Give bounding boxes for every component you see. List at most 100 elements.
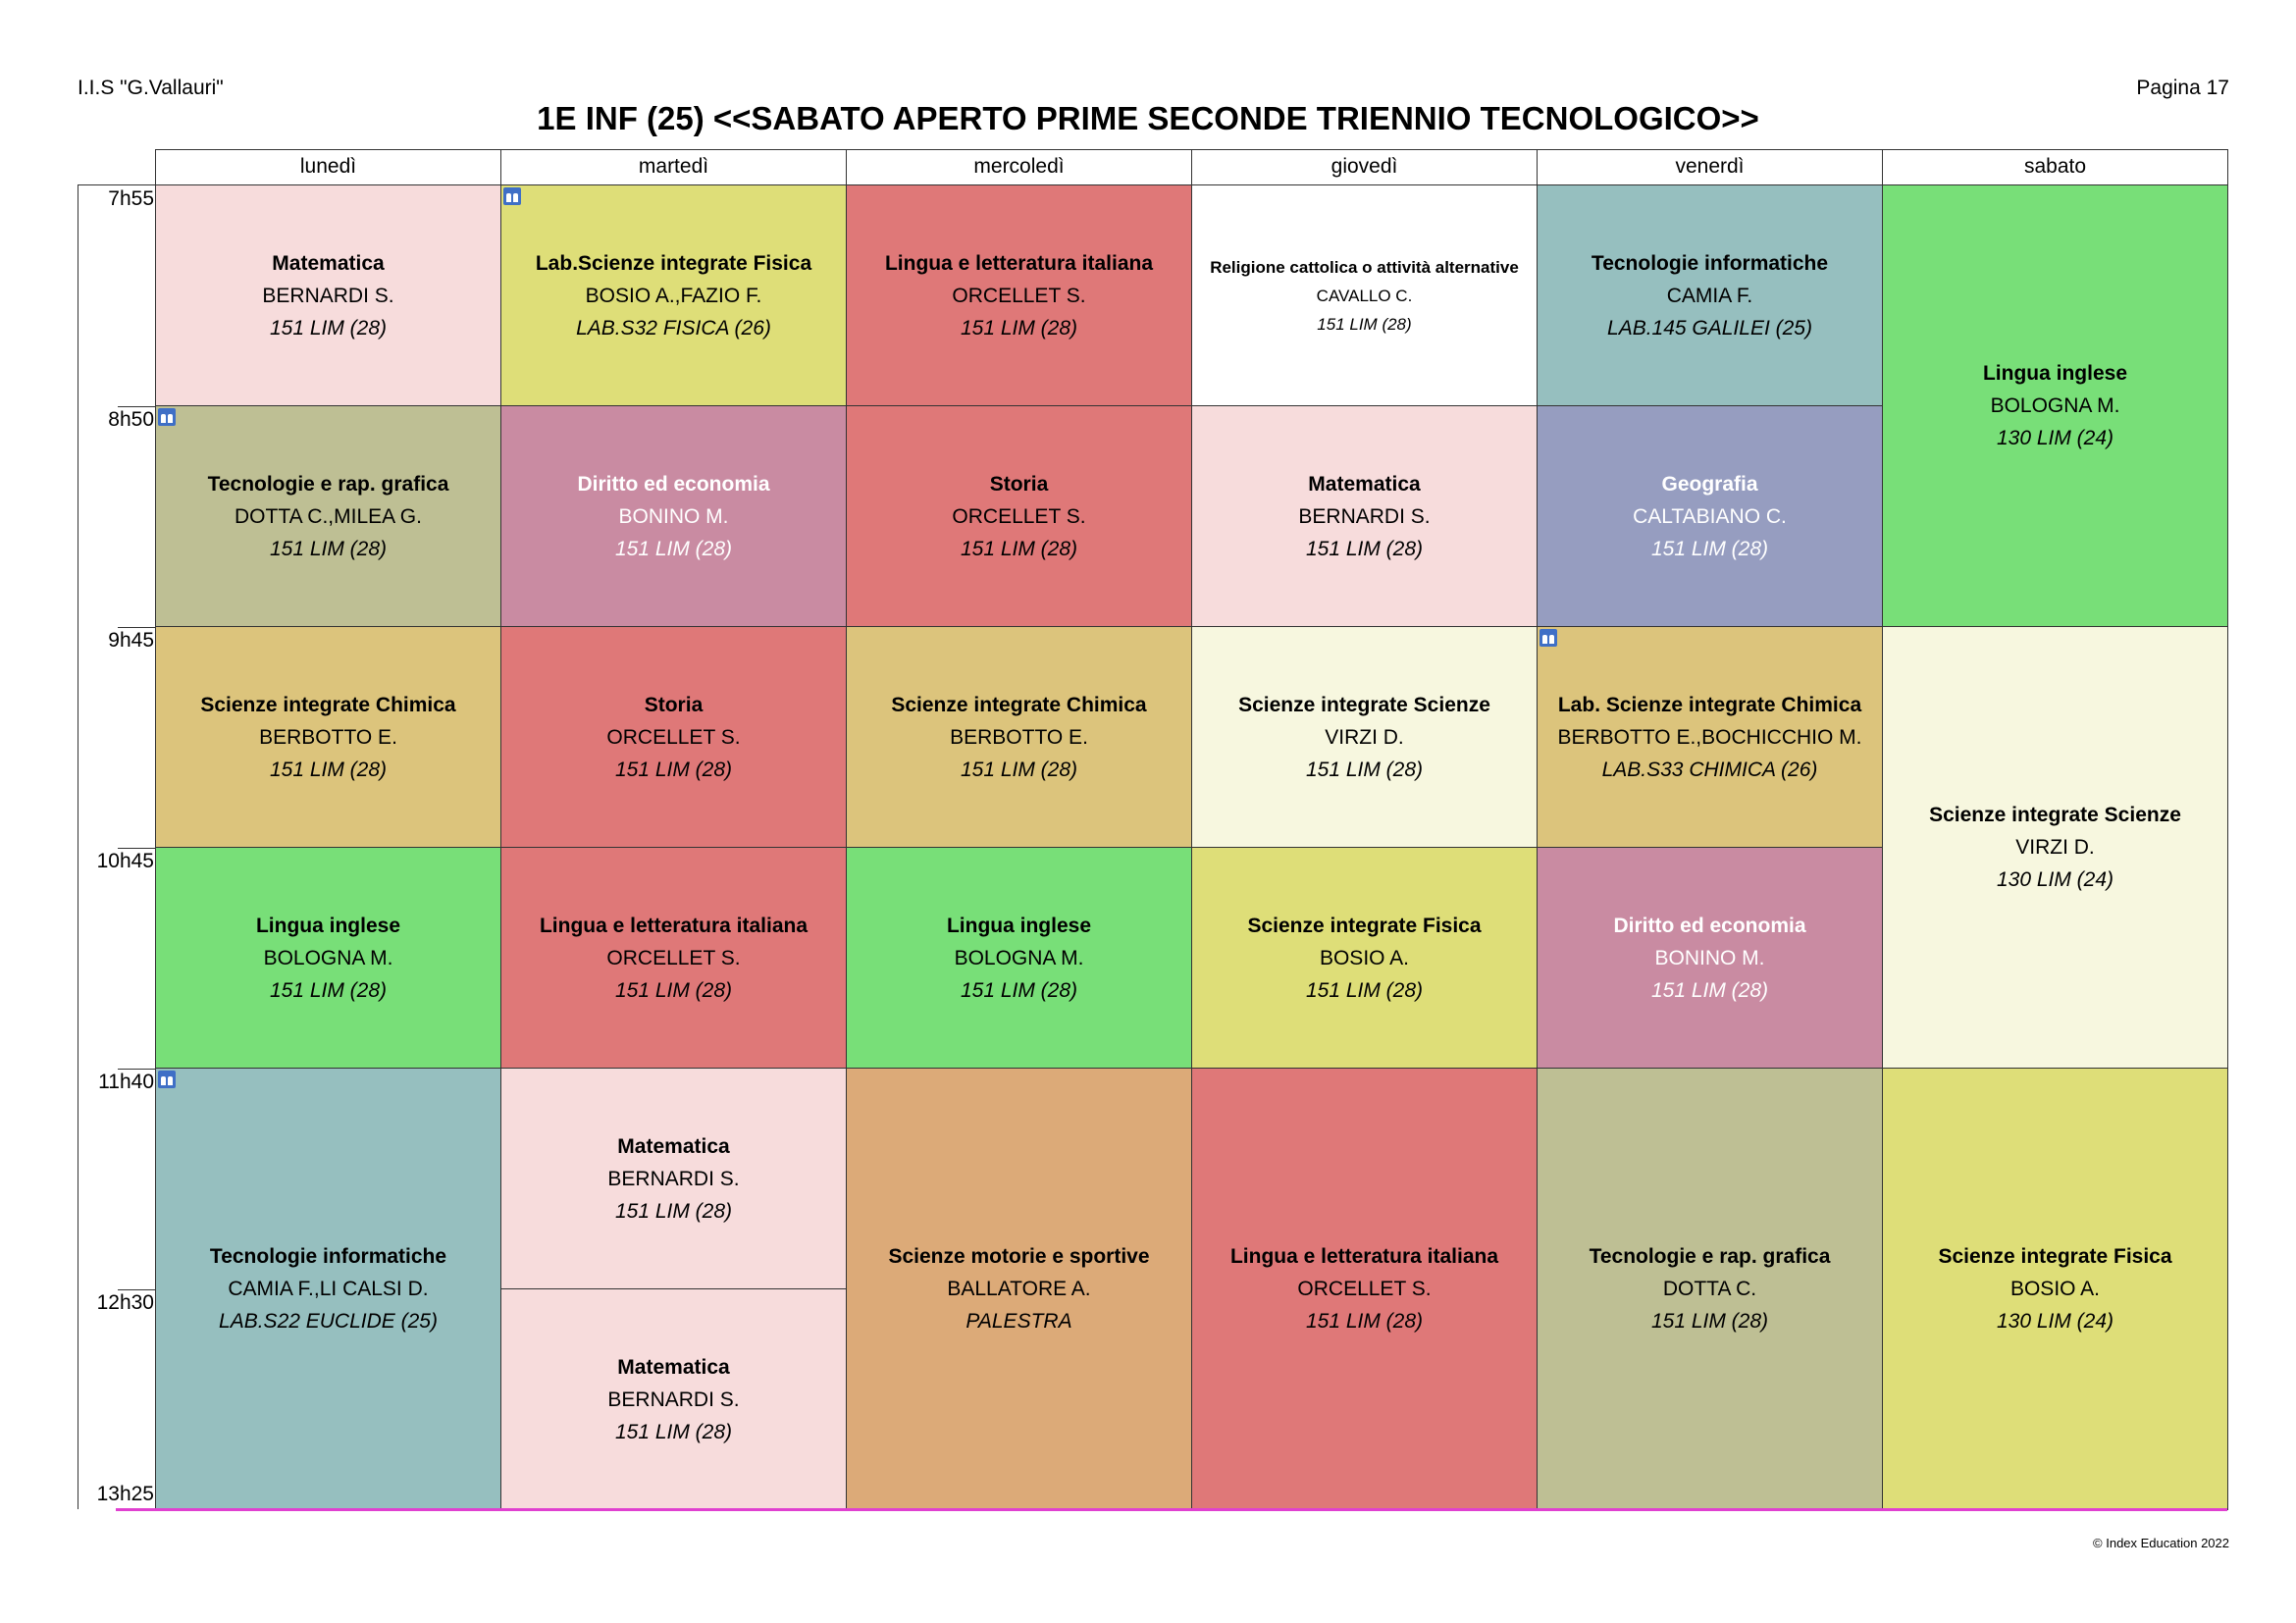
time-tick [118,1069,157,1070]
time-label: 8h50 [108,408,154,431]
lesson-subject: Scienze integrate Fisica [1247,914,1482,937]
lesson-teacher: ORCELLET S. [952,504,1086,528]
lesson-teacher: BERBOTTO E. [950,725,1088,749]
lesson-cell[interactable]: Geografia CALTABIANO C. 151 LIM (28) [1537,405,1883,627]
lesson-cell[interactable]: Scienze integrate Fisica BOSIO A. 130 LIM … [1882,1068,2228,1510]
lesson-cell[interactable]: Scienze integrate Scienze VIRZI D. 130 LIM… [1882,626,2228,1069]
lesson-teacher: BONINO M. [1654,946,1765,969]
school-name: I.I.S "G.Vallauri" [78,77,224,99]
lesson-teacher: DOTTA C.,MILEA G. [235,504,422,528]
lesson-subject: Geografia [1661,472,1758,496]
lesson-room: 151 LIM (28) [269,978,388,1002]
lesson-teacher: BALLATORE A. [947,1278,1091,1300]
lesson-cell[interactable]: Lingua inglese BOLOGNA M. 130 LIM (24) [1882,184,2228,627]
lesson-teacher: ORCELLET S. [606,725,741,749]
lesson-subject: Tecnologie informatiche [209,1245,447,1268]
lesson-cell[interactable]: Scienze integrate Chimica BERBOTTO E. 151 … [155,626,501,848]
lesson-room: 151 LIM (28) [960,978,1078,1002]
lesson-cell[interactable]: Scienze integrate Scienze VIRZI D. 151 LIM… [1191,626,1538,848]
lesson-room: 130 LIM (24) [1996,1310,2114,1333]
lesson-teacher: VIRZI D. [2015,836,2095,859]
lesson-subject: Lingua e letteratura italiana [884,251,1154,275]
lesson-teacher: ORCELLET S. [1297,1278,1432,1300]
lesson-cell[interactable]: Lingua e letteratura italiana ORCELLET S.… [1191,1068,1538,1510]
lesson-subject: Scienze integrate Scienze [1929,804,2181,826]
group-icon [158,408,176,426]
lesson-room: 151 LIM (28) [960,537,1078,560]
lesson-teacher: BERBOTTO E. [259,725,397,749]
lesson-teacher: BERNARDI S. [607,1387,740,1411]
time-column: 7h55 8h50 9h45 10h45 11h40 12h30 13h25 [78,184,157,1509]
lesson-cell[interactable]: Lingua inglese BOLOGNA M. 151 LIM (28) [846,847,1192,1069]
time-label: 11h40 [98,1071,154,1093]
lesson-cell[interactable]: Lab. Scienze integrate Chimica BERBOTTO E… [1537,626,1883,848]
lesson-subject: Lab. Scienze integrate Chimica [1557,693,1862,716]
lesson-subject: Matematica [1308,472,1421,496]
lesson-teacher: BOSIO A.,FAZIO F. [585,284,762,307]
lesson-subject: Tecnologie informatiche [1591,251,1829,275]
lesson-teacher: BERNARDI S. [262,284,394,307]
lesson-teacher: BOLOGNA M. [1990,394,2120,417]
lesson-cell[interactable]: Scienze motorie e sportive BALLATORE A. PA… [846,1068,1192,1510]
lesson-subject: Religione cattolica o attività alternati… [1210,257,1519,277]
lesson-cell[interactable]: Diritto ed economia BONINO M. 151 LIM (28) [500,405,847,627]
lesson-cell[interactable]: Religione cattolica o attività alternati… [1191,184,1538,406]
time-label: 12h30 [96,1291,154,1314]
lesson-teacher: CAMIA F. [1666,284,1753,307]
lesson-cell[interactable]: Tecnologie e rap. grafica DOTTA C. 151 LIM… [1537,1068,1883,1510]
lesson-cell[interactable]: Matematica BERNARDI S. 151 LIM (28) [1191,405,1538,627]
lesson-cell[interactable]: Storia ORCELLET S. 151 LIM (28) [500,626,847,848]
group-icon [1539,629,1557,647]
lesson-cell[interactable]: Storia ORCELLET S. 151 LIM (28) [846,405,1192,627]
time-tick [118,627,157,628]
lesson-cell[interactable]: Tecnologie e rap. grafica DOTTA C.,MILEA … [155,405,501,627]
time-label: 10h45 [96,850,154,872]
day-header: mercoledì [846,149,1191,185]
lesson-cell[interactable]: Diritto ed economia BONINO M. 151 LIM (28) [1537,847,1883,1069]
lesson-teacher: BERNARDI S. [1298,504,1431,528]
lesson-cell[interactable]: Lab.Scienze integrate Fisica BOSIO A.,FAZ… [500,184,847,406]
lesson-room: 151 LIM (28) [1305,758,1424,781]
lesson-room: 151 LIM (28) [1650,537,1769,560]
lesson-room: 130 LIM (24) [1996,427,2114,449]
lesson-cell[interactable]: Tecnologie informatiche CAMIA F.,LI CALSI… [155,1068,501,1510]
lesson-cell[interactable]: Lingua inglese BOLOGNA M. 151 LIM (28) [155,847,501,1069]
lesson-room: 151 LIM (28) [960,758,1078,781]
lesson-subject: Matematica [617,1134,730,1158]
lesson-room: 151 LIM (28) [1317,314,1412,334]
lesson-cell[interactable]: Tecnologie informatiche CAMIA F. LAB.145 G… [1537,184,1883,406]
lesson-room: LAB.145 GALILEI (25) [1607,316,1812,340]
lesson-cell[interactable]: Lingua e letteratura italiana ORCELLET S.… [846,184,1192,406]
day-header: lunedì [155,149,500,185]
lesson-subject: Diritto ed economia [1613,914,1806,937]
lesson-teacher: CAMIA F.,LI CALSI D. [228,1278,429,1300]
lesson-room: 151 LIM (28) [1305,537,1424,560]
lesson-room: 130 LIM (24) [1996,868,2114,891]
lesson-room: 151 LIM (28) [614,758,733,781]
lesson-cell[interactable]: Matematica BERNARDI S. 151 LIM (28) [155,184,501,406]
lesson-teacher: BOSIO A. [1319,946,1410,969]
lesson-subject: Scienze integrate Chimica [200,693,456,716]
lesson-cell[interactable]: Matematica BERNARDI S. 151 LIM (28) [500,1068,847,1289]
lesson-cell[interactable]: Scienze integrate Fisica BOSIO A. 151 LIM … [1191,847,1538,1069]
lesson-teacher: BERNARDI S. [607,1167,740,1190]
lesson-subject: Lingua inglese [255,914,401,937]
lesson-cell[interactable]: Lingua e letteratura italiana ORCELLET S.… [500,847,847,1069]
lesson-teacher: DOTTA C. [1662,1278,1757,1300]
lesson-subject: Storia [989,472,1049,496]
lesson-subject: Lingua inglese [1982,362,2128,385]
lesson-teacher: BOLOGNA M. [263,946,393,969]
lesson-subject: Matematica [272,251,385,275]
lesson-teacher: ORCELLET S. [952,284,1086,307]
lesson-cell[interactable]: Scienze integrate Chimica BERBOTTO E. 151 … [846,626,1192,848]
time-label: 7h55 [108,187,154,210]
day-header: martedì [500,149,846,185]
lesson-room: 151 LIM (28) [1650,978,1769,1002]
lesson-teacher: VIRZI D. [1325,725,1404,749]
day-header: giovedì [1191,149,1537,185]
lesson-cell[interactable]: Matematica BERNARDI S. 151 LIM (28) [500,1288,847,1510]
lesson-room: LAB.S32 FISICA (26) [576,316,771,340]
lesson-subject: Scienze integrate Chimica [891,693,1147,716]
lesson-room: 151 LIM (28) [1305,978,1424,1002]
time-label: 13h25 [96,1483,154,1505]
